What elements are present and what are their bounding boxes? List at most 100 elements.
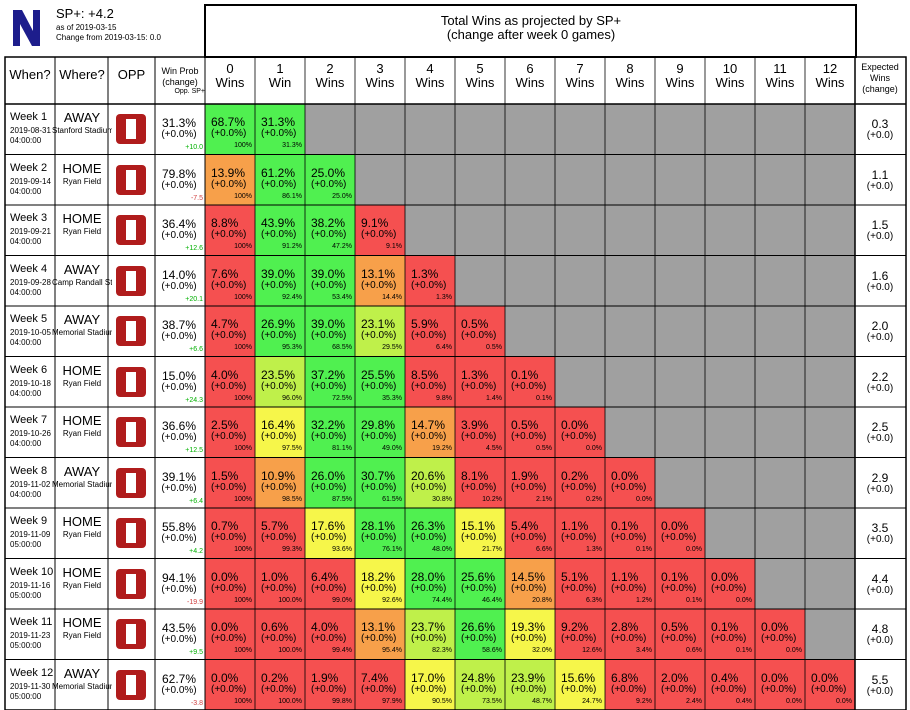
prob-change: (+0.0%): [311, 683, 347, 695]
prob-cell: 0.0% (+0.0%) 100%: [205, 559, 255, 610]
prob-value: 13.1%: [361, 620, 396, 634]
expected-wins: 1.1: [871, 167, 889, 182]
prob-cell-bg: [655, 508, 705, 559]
venue: Ryan Field: [62, 378, 102, 388]
prob-cell-bg: [605, 457, 655, 508]
prob-value: 15.6%: [561, 670, 596, 685]
prob-cell-bg: [355, 508, 405, 559]
venue: Memorial Stadium: [52, 681, 112, 691]
unlv-logo: [112, 161, 150, 199]
col-expected: Expected Wins (change): [856, 62, 904, 95]
stanford-logo: [112, 110, 150, 148]
home-away: AWAY: [63, 312, 101, 327]
week-label: Week 10: [10, 565, 54, 578]
prob-cell-bg: [205, 609, 255, 660]
prob-value: 0.1%: [711, 620, 739, 634]
cumulative-prob: 0.2%: [586, 495, 602, 503]
prob-cell: 5.9% (+0.0%) 6.4%: [405, 306, 455, 357]
prob-value: 16.4%: [261, 418, 296, 432]
cumulative-prob: 72.5%: [332, 394, 352, 402]
prob-cell: 39.0% (+0.0%) 68.5%: [305, 306, 355, 357]
prob-cell: 37.2% (+0.0%) 72.5%: [305, 357, 355, 408]
win-header-5: 5 Wins: [455, 62, 505, 90]
opp-sp: -3.8: [190, 699, 203, 707]
prob-cell: 14.7% (+0.0%) 19.2%: [405, 407, 455, 458]
cumulative-prob: 100.0%: [278, 647, 302, 654]
prob-change: (+0.0%): [361, 330, 397, 341]
win-prob: 62.7%: [161, 671, 197, 686]
expected-wins-change: (+0.0): [866, 433, 894, 444]
prob-change: (+0.0%): [561, 582, 597, 594]
cumulative-prob: 100%: [234, 344, 252, 351]
expected-wins-change: (+0.0): [866, 231, 894, 242]
home-away: AWAY: [63, 665, 101, 681]
home-away: HOME: [62, 564, 102, 580]
prob-change: (+0.0%): [361, 279, 397, 291]
prob-cell-bg: [305, 659, 355, 710]
expected-wins-change: (+0.0): [866, 534, 894, 545]
expected-wins: 4.8: [871, 622, 889, 636]
cumulative-prob: 9.1%: [386, 243, 402, 250]
cumulative-prob: 0.0%: [786, 697, 802, 705]
prob-value: 0.0%: [561, 418, 589, 432]
prob-value: 8.5%: [411, 367, 439, 382]
prob-cell-bg: [205, 306, 255, 357]
prob-cell-bg: [405, 356, 455, 407]
win-header-number: 6: [526, 61, 534, 76]
prob-value: 32.2%: [311, 418, 346, 432]
prob-cell: 9.1% (+0.0%) 9.1%: [355, 205, 405, 256]
win-prob-change: (+0.0%): [161, 129, 197, 140]
game-time: 05:00:00: [10, 691, 42, 701]
prob-cell: 7.4% (+0.0%) 97.9%: [355, 660, 405, 710]
prob-cell-bg: [555, 659, 605, 710]
prob-value: 43.9%: [261, 216, 296, 230]
prob-value: 0.0%: [761, 670, 789, 685]
cumulative-prob: 100%: [234, 192, 252, 200]
week-label: Week 9: [10, 515, 48, 527]
win-prob: 15.0%: [161, 368, 197, 383]
prob-value: 38.2%: [311, 216, 346, 230]
prob-value: 19.3%: [511, 620, 546, 634]
prob-cell: 1.9% (+0.0%) 99.8%: [305, 660, 355, 710]
prob-cell: 0.0% (+0.0%) 0.0%: [655, 508, 705, 559]
opp-sp: +24.3: [185, 396, 203, 404]
win-prob-change: (+0.0%): [161, 482, 197, 494]
cumulative-prob: 6.3%: [586, 596, 602, 604]
cumulative-prob: 95.4%: [382, 647, 402, 654]
cumulative-prob: 100.0%: [278, 697, 302, 705]
cumulative-prob: 0.0%: [686, 546, 702, 553]
prob-change: (+0.0%): [261, 431, 297, 442]
prob-cell: 1.1% (+0.0%) 1.3%: [555, 508, 605, 559]
prob-value: 23.5%: [261, 367, 296, 382]
prob-cell-bg: [305, 457, 355, 508]
expected-wins-change: (+0.0): [866, 635, 894, 646]
cumulative-prob: 48.0%: [432, 546, 452, 553]
prob-cell: 1.3% (+0.0%) 1.4%: [455, 357, 505, 408]
prob-value: 1.1%: [561, 519, 589, 533]
prob-change: (+0.0%): [511, 380, 547, 392]
prob-cell: 19.3% (+0.0%) 32.0%: [505, 609, 555, 660]
prob-value: 5.7%: [261, 519, 289, 533]
prob-cell: 25.6% (+0.0%) 46.4%: [455, 559, 505, 610]
prob-cell-bg: [405, 457, 455, 508]
cumulative-prob: 20.8%: [532, 596, 552, 604]
cumulative-prob: 96.0%: [282, 394, 302, 402]
prob-value: 0.0%: [811, 670, 839, 685]
win-prob: 31.3%: [161, 116, 197, 130]
prob-cell-bg: [355, 457, 405, 508]
prob-change: (+0.0%): [511, 532, 547, 543]
cumulative-prob: 21.7%: [482, 546, 502, 553]
prob-cell-bg: [405, 508, 455, 559]
prob-cell: 20.6% (+0.0%) 30.8%: [405, 458, 455, 509]
prob-cell-bg: [505, 558, 555, 609]
expected-wins: 4.4: [871, 571, 889, 586]
prob-cell-bg: [505, 407, 555, 458]
prob-cell-bg: [455, 306, 505, 357]
prob-value: 26.9%: [261, 317, 296, 331]
prob-change: (+0.0%): [611, 582, 647, 594]
prob-cell-bg: [305, 306, 355, 357]
prob-value: 4.0%: [211, 367, 239, 382]
cumulative-prob: 9.2%: [636, 697, 652, 705]
opp-sp: -19.9: [187, 598, 203, 606]
prob-cell-bg: [605, 558, 655, 609]
